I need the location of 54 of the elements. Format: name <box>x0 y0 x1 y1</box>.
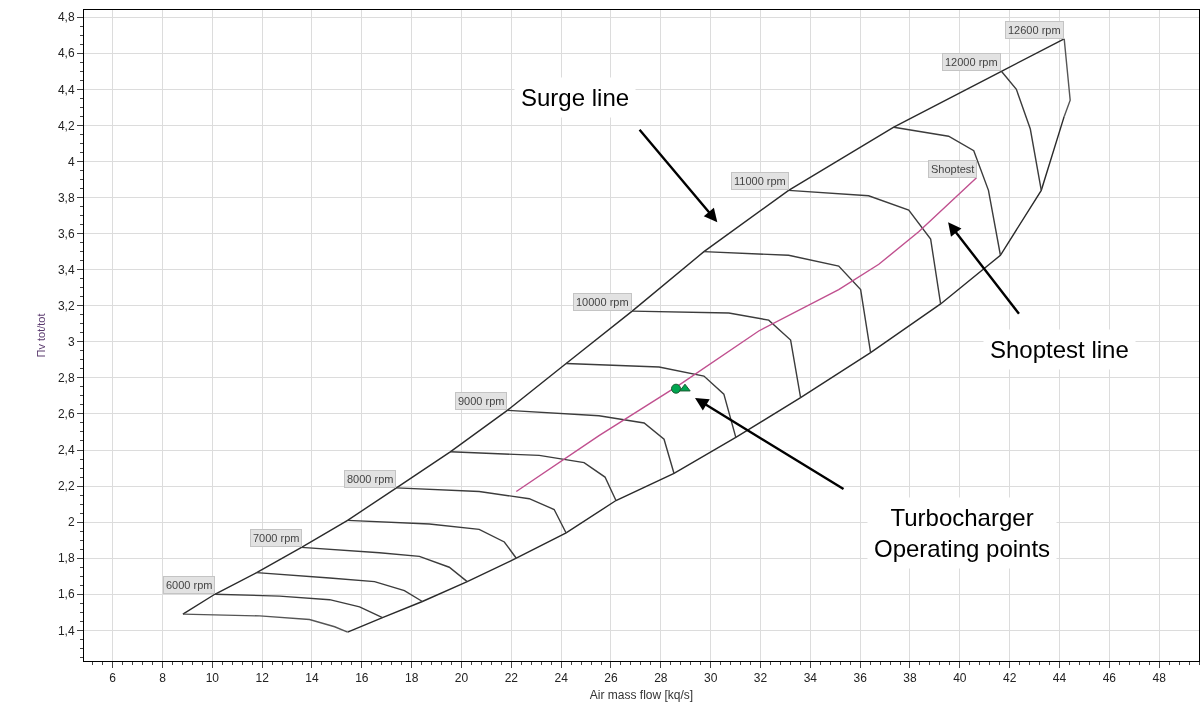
y-tick-label: 4,8 <box>57 10 75 25</box>
x-tick-label: 48 <box>1152 671 1167 686</box>
y-tick-label: 2 <box>67 515 75 530</box>
y-tick-label: 4,6 <box>57 46 75 61</box>
x-tick-label: 16 <box>355 671 369 686</box>
y-tick-label: 1,4 <box>57 623 75 638</box>
y-tick-label: 2,4 <box>57 443 75 458</box>
x-tick-label: 42 <box>1002 671 1017 686</box>
y-tick-label: 2,2 <box>57 479 75 494</box>
x-tick-label: 22 <box>504 671 519 686</box>
annotation: 12600 rpm <box>1008 24 1061 36</box>
annotation: 9000 rpm <box>458 395 505 407</box>
y-tick-label: 1,8 <box>57 551 75 566</box>
x-axis-title: Air mass flow [kq/s] <box>589 688 694 703</box>
x-tick-label: 12 <box>255 671 270 686</box>
y-tick-label: 2,6 <box>57 407 75 422</box>
x-tick-label: 30 <box>703 671 718 686</box>
annotation: 6000 rpm <box>166 579 213 591</box>
y-tick-label: 3,8 <box>57 190 75 205</box>
x-tick-label: 6 <box>109 671 117 686</box>
y-tick-label: 3,2 <box>57 298 75 313</box>
y-tick-label: 4 <box>67 154 75 169</box>
annotation: 8000 rpm <box>347 473 394 485</box>
annotation: 7000 rpm <box>253 532 300 544</box>
annotation: 12000 rpm <box>945 56 998 68</box>
x-tick-label: 46 <box>1102 671 1117 686</box>
x-tick-label: 44 <box>1052 671 1067 686</box>
x-tick-label: 20 <box>454 671 469 686</box>
x-tick-label: 24 <box>554 671 569 686</box>
x-tick-label: 40 <box>953 671 967 686</box>
x-tick-label: 18 <box>404 671 419 686</box>
y-tick-label: 3,6 <box>57 226 75 241</box>
y-tick-label: 3 <box>67 335 75 350</box>
x-tick-label: 32 <box>753 671 768 686</box>
x-tick-label: 26 <box>604 671 618 686</box>
y-axis-title: Πv tot/tot <box>34 313 47 358</box>
x-tick-label: 34 <box>803 671 818 686</box>
y-tick-label: 2,8 <box>57 371 75 386</box>
annotation: Shoptest <box>931 163 975 175</box>
y-tick-label: 4,2 <box>57 118 75 133</box>
x-tick-label: 8 <box>159 671 167 686</box>
y-tick-label: 4,4 <box>57 82 75 97</box>
y-tick-label: 3,4 <box>57 262 75 277</box>
x-tick-label: 36 <box>853 671 868 686</box>
annotation: Turbocharger Operating points <box>874 504 1051 563</box>
x-tick-label: 10 <box>205 671 220 686</box>
annotation: Surge line <box>521 84 630 111</box>
annotation: 10000 rpm <box>576 296 629 308</box>
x-tick-label: 14 <box>305 671 319 686</box>
x-tick-label: 38 <box>903 671 917 686</box>
y-tick-label: 1,6 <box>57 587 75 602</box>
annotation: 11000 rpm <box>734 175 786 187</box>
x-tick-label: 28 <box>654 671 668 686</box>
annotation: Shoptest line <box>990 336 1129 363</box>
